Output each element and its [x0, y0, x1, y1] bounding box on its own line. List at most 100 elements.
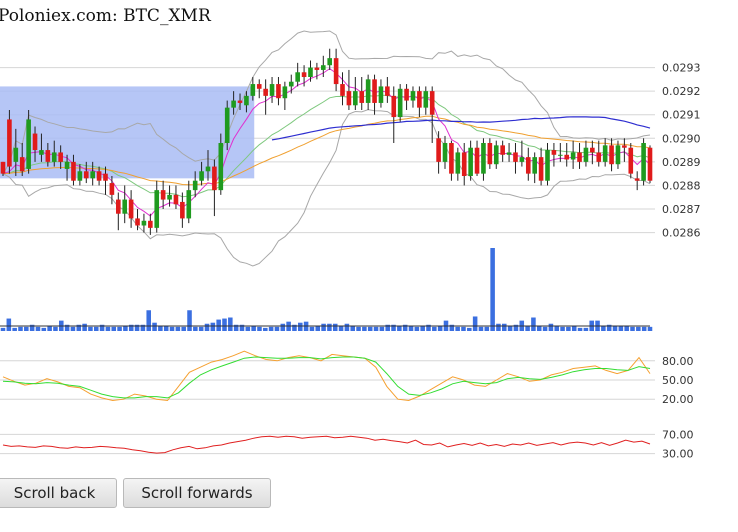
candle-down	[391, 95, 397, 118]
volume-bar	[379, 326, 385, 331]
ema-medium-line	[2, 94, 651, 198]
volume-bar	[513, 324, 519, 331]
volume-bar	[542, 326, 548, 331]
volume-bar	[292, 324, 297, 331]
volume-bar	[0, 327, 6, 331]
candle-down	[103, 173, 108, 181]
volume-bar	[636, 326, 641, 331]
volume-bar	[297, 322, 303, 331]
volume-bar	[560, 326, 565, 331]
volume-bar	[362, 326, 367, 331]
candle-up	[583, 147, 589, 162]
volume-bar	[88, 326, 93, 331]
rsi-line	[2, 435, 651, 454]
y-tick-label: 0.0288	[662, 179, 701, 192]
chart-title: Poloniex.com: BTC_XMR	[0, 6, 211, 26]
volume-bar	[216, 319, 221, 331]
volume-bar	[233, 324, 239, 331]
candle-up	[423, 91, 429, 108]
y-tick-label: 50.00	[662, 374, 694, 387]
volume-bar	[402, 324, 408, 331]
candle-up	[51, 152, 57, 162]
candle-down	[622, 145, 627, 148]
volume-bar	[373, 326, 379, 331]
volume-bar	[525, 325, 530, 331]
y-tick-label: 0.0292	[662, 85, 701, 98]
volume-bar	[198, 326, 204, 331]
candle-down	[590, 147, 595, 153]
candle-up	[295, 72, 300, 82]
volume-bar	[321, 323, 326, 331]
scroll-back-button[interactable]: Scroll back	[0, 478, 117, 508]
candle-down	[359, 91, 365, 103]
volume-bar	[367, 326, 373, 331]
candle-up	[455, 152, 461, 174]
candle-up	[378, 86, 384, 103]
candle-down	[429, 91, 435, 115]
volume-bar	[449, 324, 455, 331]
scroll-forwards-button[interactable]: Scroll forwards	[123, 478, 271, 508]
candle-down	[256, 84, 262, 89]
volume-bar	[338, 325, 344, 331]
sma-slow-line	[271, 116, 651, 141]
y-tick-label: 30.00	[662, 448, 694, 461]
candle-up	[282, 86, 288, 99]
candle-up	[224, 107, 230, 143]
volume-bar	[606, 324, 612, 331]
candle-up	[602, 145, 608, 162]
y-tick-label: 20.00	[662, 393, 694, 406]
volume-bar	[158, 325, 163, 331]
volume-bar	[356, 326, 361, 331]
volume-bar	[152, 322, 157, 331]
candle-down	[449, 143, 454, 174]
candle-up	[320, 65, 326, 70]
volume-bar	[128, 324, 134, 331]
volume-bar	[123, 325, 128, 331]
candle-up	[199, 171, 204, 181]
volume-bar	[426, 324, 431, 331]
candle-down	[346, 91, 352, 106]
ema-long-line	[2, 115, 651, 186]
volume-bar	[484, 326, 490, 331]
candle-up	[77, 171, 83, 181]
volume-bar	[268, 326, 274, 331]
candle-down	[7, 119, 12, 167]
volume-bar	[577, 327, 583, 331]
volume-bar	[571, 325, 577, 331]
y-tick-label: 0.0290	[662, 132, 701, 145]
volume-bar	[327, 323, 332, 331]
candle-up	[154, 190, 160, 228]
candle-down	[404, 88, 409, 101]
volume-bar	[12, 327, 17, 331]
candle-up	[90, 171, 95, 179]
volume-bar	[408, 325, 414, 331]
candle-up	[244, 95, 249, 106]
volume-bar	[496, 323, 501, 331]
candle-up	[442, 143, 448, 162]
candle-up	[269, 84, 275, 96]
volume-bar	[467, 327, 472, 331]
volume-bar	[18, 326, 23, 331]
candle-down	[628, 147, 634, 174]
volume-bar	[309, 326, 315, 331]
candle-down	[96, 171, 102, 181]
candle-up	[39, 150, 44, 155]
candle-down	[160, 190, 166, 200]
candle-down	[58, 152, 63, 162]
volume-bar	[455, 326, 460, 331]
volume-bar	[47, 325, 52, 331]
candle-down	[647, 147, 653, 181]
candle-up	[26, 119, 31, 169]
volume-bar	[93, 326, 99, 331]
volume-bar	[6, 318, 12, 331]
volume-bar	[228, 317, 233, 331]
candle-down	[577, 152, 582, 162]
candle-up	[532, 157, 537, 174]
candle-up	[545, 150, 550, 181]
volume-bar	[461, 326, 466, 331]
volume-bar	[257, 326, 262, 331]
volume-bar	[222, 318, 227, 331]
candle-down	[634, 178, 640, 181]
candle-down	[609, 145, 614, 165]
volume-bar	[437, 325, 443, 331]
